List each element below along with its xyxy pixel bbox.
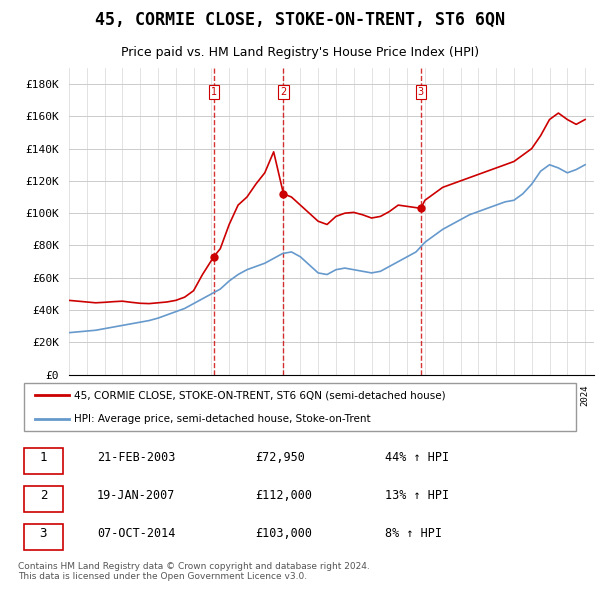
Text: 8% ↑ HPI: 8% ↑ HPI	[385, 527, 442, 540]
FancyBboxPatch shape	[23, 384, 577, 431]
Text: Contains HM Land Registry data © Crown copyright and database right 2024.
This d: Contains HM Land Registry data © Crown c…	[18, 562, 370, 581]
Text: 13% ↑ HPI: 13% ↑ HPI	[385, 489, 449, 502]
Text: £112,000: £112,000	[255, 489, 312, 502]
Text: 2: 2	[40, 489, 47, 502]
Text: 44% ↑ HPI: 44% ↑ HPI	[385, 451, 449, 464]
Text: 21-FEB-2003: 21-FEB-2003	[97, 451, 175, 464]
Text: 19-JAN-2007: 19-JAN-2007	[97, 489, 175, 502]
Text: 45, CORMIE CLOSE, STOKE-ON-TRENT, ST6 6QN: 45, CORMIE CLOSE, STOKE-ON-TRENT, ST6 6Q…	[95, 11, 505, 29]
Text: 2: 2	[280, 87, 287, 97]
FancyBboxPatch shape	[23, 524, 63, 550]
FancyBboxPatch shape	[23, 486, 63, 512]
Text: 07-OCT-2014: 07-OCT-2014	[97, 527, 175, 540]
Text: Price paid vs. HM Land Registry's House Price Index (HPI): Price paid vs. HM Land Registry's House …	[121, 46, 479, 59]
Text: 1: 1	[40, 451, 47, 464]
Text: £72,950: £72,950	[255, 451, 305, 464]
Text: £103,000: £103,000	[255, 527, 312, 540]
Text: 3: 3	[418, 87, 424, 97]
Text: 3: 3	[40, 527, 47, 540]
Text: HPI: Average price, semi-detached house, Stoke-on-Trent: HPI: Average price, semi-detached house,…	[74, 414, 371, 424]
Text: 1: 1	[211, 87, 217, 97]
FancyBboxPatch shape	[23, 448, 63, 474]
Text: 45, CORMIE CLOSE, STOKE-ON-TRENT, ST6 6QN (semi-detached house): 45, CORMIE CLOSE, STOKE-ON-TRENT, ST6 6Q…	[74, 391, 446, 401]
